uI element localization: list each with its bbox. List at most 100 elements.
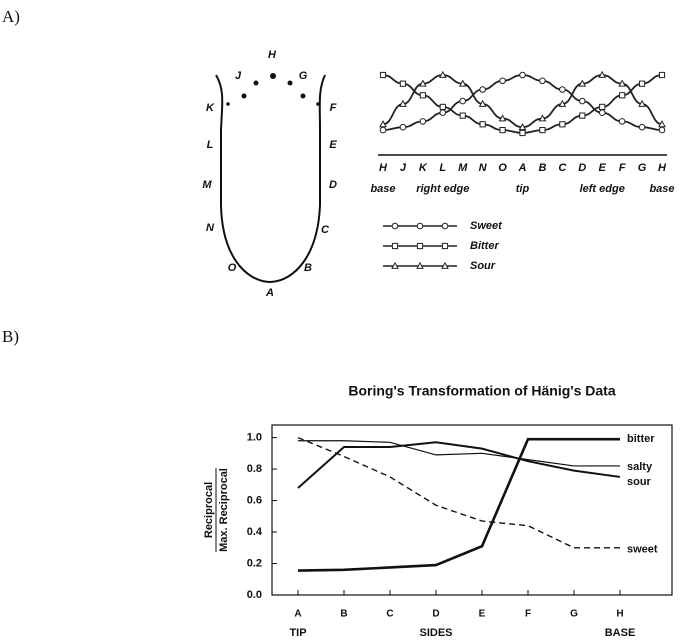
marker [419, 79, 427, 87]
marker [559, 121, 566, 128]
legend-marker [416, 261, 424, 269]
tongue-point-label: H [268, 49, 277, 61]
region-label: right edge [416, 183, 469, 195]
tongue-point-label: G [299, 70, 308, 82]
region-label: base [649, 183, 674, 195]
x-tick-label: D [432, 609, 439, 620]
marker [598, 70, 607, 78]
legend-marker [416, 242, 424, 250]
tongue-point-label: K [206, 102, 215, 114]
marker [519, 71, 526, 79]
x-tick-label: H [658, 162, 667, 174]
x-tick-label: H [379, 162, 388, 174]
marker [499, 127, 506, 134]
marker [578, 79, 587, 87]
group-label: SIDES [419, 627, 452, 639]
marker [399, 99, 407, 107]
legend-marker [441, 242, 449, 250]
series-label: sweet [627, 544, 658, 556]
y-tick-label: 0.2 [247, 557, 262, 569]
marker [439, 103, 446, 111]
marker [379, 126, 387, 134]
marker [479, 121, 486, 128]
tongue-point-label: J [235, 70, 242, 82]
group-label: BASE [605, 627, 636, 639]
marker [658, 71, 666, 79]
marker [638, 123, 646, 131]
x-tick-label: J [400, 162, 407, 174]
series-label: sour [627, 476, 652, 488]
marker [578, 97, 586, 105]
series-label: salty [627, 461, 653, 473]
y-tick-label: 0.8 [247, 463, 262, 475]
panel-label: B) [2, 327, 19, 346]
region-label: base [370, 183, 395, 195]
tongue-point-label: F [330, 102, 337, 114]
marker [419, 92, 426, 99]
plot-frame [271, 424, 673, 596]
marker [558, 99, 567, 107]
tongue-point-label: M [202, 179, 212, 191]
x-tick-label: M [458, 162, 468, 174]
series-line [297, 436, 620, 549]
marker [599, 103, 606, 111]
x-tick-label: C [386, 609, 393, 620]
x-tick-label: C [558, 162, 567, 174]
x-tick-label: F [619, 162, 626, 174]
marker [579, 112, 586, 119]
y-tick-label: 1.0 [247, 431, 262, 443]
marker [498, 114, 507, 122]
marker [618, 118, 626, 125]
x-tick-label: K [419, 162, 428, 174]
marker [619, 92, 626, 99]
x-tick-label: N [479, 162, 488, 174]
marker [618, 79, 626, 87]
tongue-point-label: B [304, 262, 312, 274]
y-tick-label: 0.0 [247, 589, 262, 601]
x-tick-label: L [439, 162, 446, 174]
marker [479, 86, 486, 93]
y-label: Reciprocal [203, 482, 215, 538]
x-tick-label: E [599, 162, 607, 174]
marker [539, 127, 546, 134]
legend-marker [391, 261, 399, 269]
x-tick-label: A [518, 162, 527, 174]
panel-label: A) [2, 7, 20, 26]
tongue-point-label: A [265, 287, 274, 299]
marker [399, 123, 407, 131]
marker [559, 86, 566, 93]
marker [478, 99, 487, 107]
x-tick-label: A [294, 609, 301, 620]
x-tick-label: H [616, 609, 623, 620]
x-tick-label: D [578, 162, 586, 174]
series-line [298, 440, 620, 467]
marker [439, 109, 447, 116]
x-tick-label: B [340, 609, 347, 620]
marker [539, 77, 546, 85]
marker [658, 126, 666, 134]
marker [459, 97, 467, 105]
marker [379, 120, 387, 128]
marker [438, 70, 447, 78]
tongue-point-label: N [206, 222, 215, 234]
region-label: left edge [580, 183, 625, 195]
region-label: tip [516, 183, 530, 195]
tongue-outline [215, 74, 326, 284]
marker [598, 109, 606, 116]
legend-marker [416, 222, 424, 230]
marker [419, 118, 427, 125]
tongue-point-label: L [207, 139, 214, 151]
legend-marker [391, 222, 399, 230]
marker [399, 80, 407, 87]
legend-marker [391, 242, 399, 250]
group-label: TIP [289, 627, 306, 639]
series-label: bitter [627, 433, 655, 445]
x-tick-label: G [638, 162, 647, 174]
x-tick-label: O [498, 162, 507, 174]
tongue-point-label: E [329, 139, 337, 151]
y-tick-label: 0.6 [247, 494, 262, 506]
tongue-point-label: D [329, 179, 337, 191]
series-line [297, 437, 620, 572]
